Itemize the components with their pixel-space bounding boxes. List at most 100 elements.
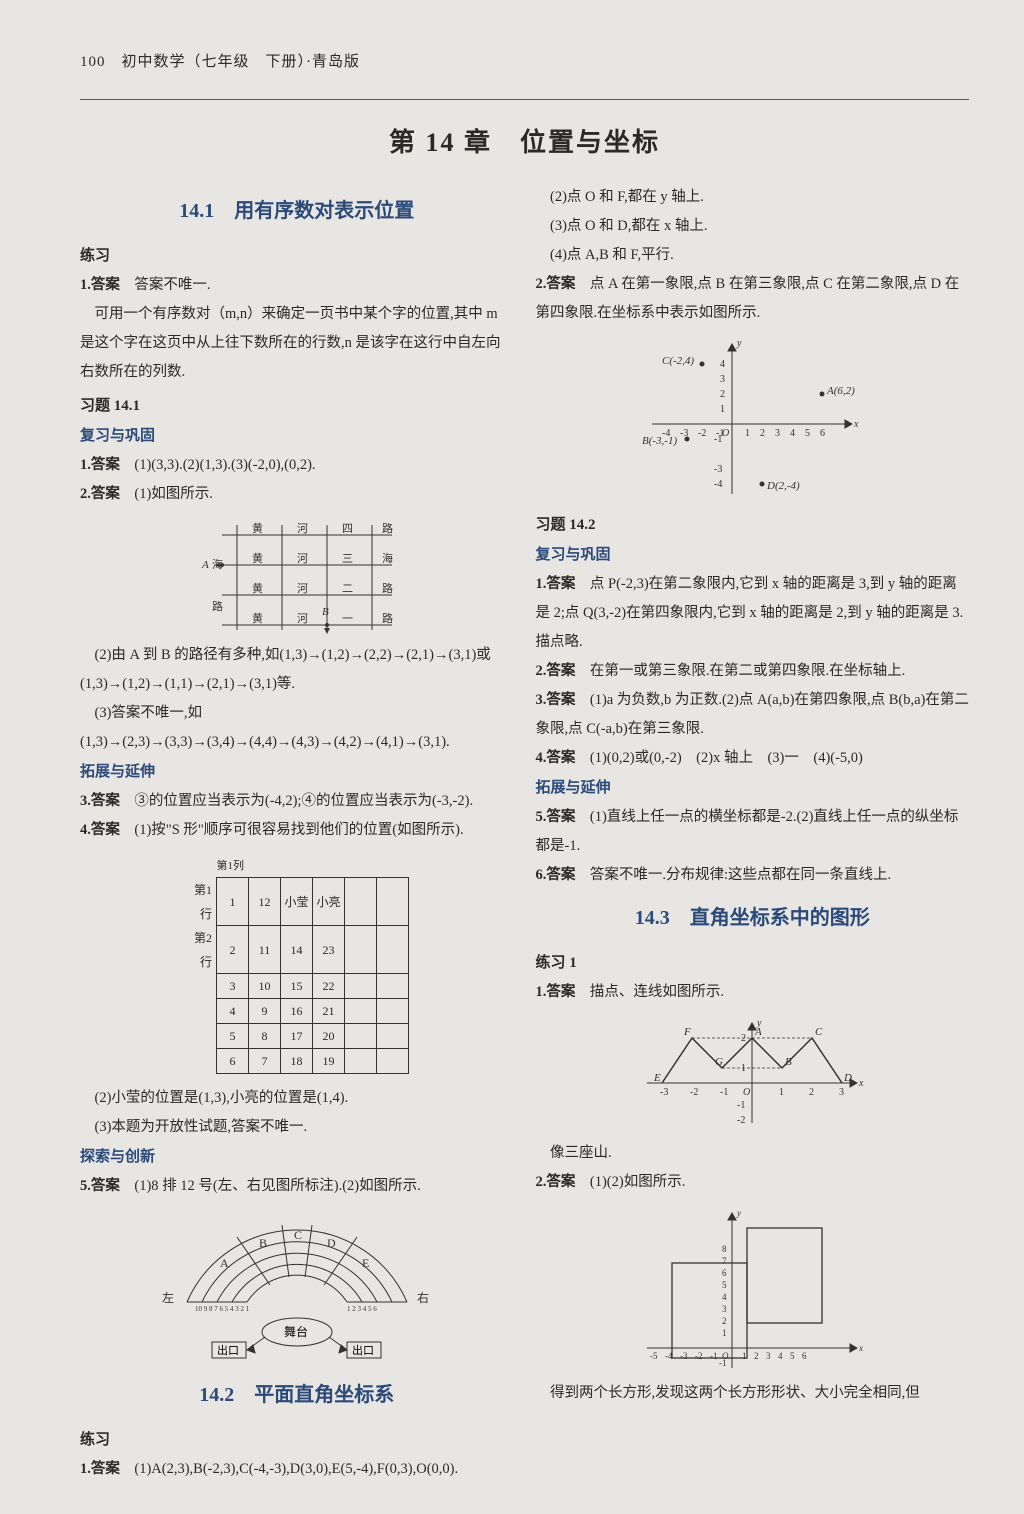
svg-text:D: D [327, 1236, 336, 1250]
svg-text:2: 2 [720, 389, 725, 400]
ans-line: 2.答案 在第一或第三象限.在第二或第四象限.在坐标轴上. [536, 657, 970, 686]
svg-text:1: 1 [742, 1351, 747, 1361]
ans-label: 1.答案 [80, 277, 120, 293]
figure-street-grid: 黄河四路 海黄河三海 A 黄河二路 路黄河一路 B [80, 515, 514, 635]
ans-label: 4.答案 [80, 822, 120, 838]
svg-text:-2: -2 [698, 428, 706, 439]
svg-text:-1: -1 [719, 1358, 727, 1368]
ans-label: 2.答案 [536, 1174, 576, 1190]
heading-tansuo: 探索与创新 [80, 1142, 514, 1172]
ans-line: 1.答案 描点、连线如图所示. [536, 978, 970, 1007]
body-text: (2)小莹的位置是(1,3),小亮的位置是(1,4). [80, 1084, 514, 1113]
svg-text:河: 河 [297, 552, 308, 565]
left-column: 14.1 用有序数对表示位置 练习 1.答案 答案不唯一. 可用一个有序数对（m… [80, 183, 514, 1484]
svg-text:2: 2 [722, 1316, 727, 1326]
heading-xiti-14-1: 习题 14.1 [80, 391, 514, 421]
svg-text:C(-2,4): C(-2,4) [662, 355, 694, 367]
heading-lianxi: 练习 1 [536, 948, 970, 978]
ans-line: 3.答案 ③的位置应当表示为(-4,2);④的位置应当表示为(-3,-2). [80, 787, 514, 816]
svg-text:x: x [858, 1078, 864, 1089]
svg-text:四: 四 [342, 523, 353, 535]
svg-text:2: 2 [760, 428, 765, 439]
heading-fuxi: 复习与巩固 [536, 540, 970, 570]
svg-text:路: 路 [382, 522, 393, 535]
body-text: (2)点 O 和 F,都在 y 轴上. [536, 183, 970, 212]
svg-text:-3: -3 [714, 464, 722, 475]
ans-text: (1)(3,3).(2)(1,3).(3)(-2,0),(0,2). [120, 457, 316, 473]
svg-text:4: 4 [720, 359, 725, 370]
ans-line: 1.答案 答案不唯一. [80, 271, 514, 300]
ans-text: ③的位置应当表示为(-4,2);④的位置应当表示为(-3,-2). [120, 793, 473, 809]
figure-coord-quadrants: x y O -4-3-2-1 123456 1234 -1-3-4 A(6,2) [536, 334, 970, 504]
svg-text:-2: -2 [737, 1115, 745, 1126]
svg-text:A: A [201, 559, 209, 571]
svg-text:4: 4 [778, 1351, 783, 1361]
svg-text:4: 4 [790, 428, 795, 439]
ans-label: 1.答案 [80, 457, 120, 473]
ans-text: (1)(0,2)或(0,-2) (2)x 轴上 (3)一 (4)(-5,0) [575, 750, 863, 766]
svg-text:5: 5 [805, 428, 810, 439]
svg-text:4: 4 [722, 1292, 727, 1302]
body-text: (2)由 A 到 B 的路径有多种,如(1,3)→(1,2)→(2,2)→(2,… [80, 641, 514, 699]
svg-text:A: A [220, 1256, 229, 1270]
figure-s-table: 第1列 第1行112小莹小亮 第2行2111423 3101522 491621… [80, 851, 514, 1078]
ans-text: (1)按"S 形"顺序可很容易找到他们的位置(如图所示). [120, 822, 464, 838]
ans-label: 5.答案 [536, 809, 576, 825]
svg-text:8: 8 [722, 1244, 727, 1254]
svg-text:-2: -2 [695, 1351, 703, 1361]
svg-text:C: C [815, 1026, 823, 1038]
section-14-3-title: 14.3 直角坐标系中的图形 [536, 898, 970, 938]
heading-tuozhan: 拓展与延伸 [536, 773, 970, 803]
ans-line: 3.答案 (1)a 为负数,b 为正数.(2)点 A(a,b)在第四象限,点 B… [536, 686, 970, 744]
section-14-1-title: 14.1 用有序数对表示位置 [80, 191, 514, 231]
ans-label: 2.答案 [536, 276, 576, 292]
svg-text:E: E [362, 1256, 369, 1270]
ans-label: 5.答案 [80, 1178, 120, 1194]
svg-text:7: 7 [722, 1256, 727, 1266]
body-text: 像三座山. [536, 1139, 970, 1168]
heading-tuozhan: 拓展与延伸 [80, 757, 514, 787]
svg-text:2: 2 [809, 1087, 814, 1098]
ans-line: 2.答案 点 A 在第一象限,点 B 在第三象限,点 C 在第二象限,点 D 在… [536, 270, 970, 328]
svg-text:1 2 3 4 5 6: 1 2 3 4 5 6 [347, 1305, 377, 1313]
ans-label: 3.答案 [536, 692, 576, 708]
body-text: 得到两个长方形,发现这两个长方形形状、大小完全相同,但 [536, 1379, 970, 1408]
svg-text:E: E [653, 1072, 661, 1084]
ans-line: 1.答案 点 P(-2,3)在第二象限内,它到 x 轴的距离是 3,到 y 轴的… [536, 570, 970, 657]
svg-text:3: 3 [722, 1304, 727, 1314]
svg-text:出口: 出口 [217, 1343, 239, 1357]
svg-text:6: 6 [820, 428, 825, 439]
svg-text:一: 一 [342, 613, 353, 625]
ans-label: 2.答案 [536, 663, 576, 679]
svg-text:A(6,2): A(6,2) [826, 385, 855, 397]
ans-line: 4.答案 (1)按"S 形"顺序可很容易找到他们的位置(如图所示). [80, 816, 514, 845]
ans-text: 答案不唯一.分布规律:这些点都在同一条直线上. [575, 867, 891, 883]
svg-text:1: 1 [745, 428, 750, 439]
heading-lianxi: 练习 [80, 1425, 514, 1455]
svg-text:D: D [843, 1072, 852, 1084]
ans-line: 5.答案 (1)直线上任一点的横坐标都是-2.(2)直线上任一点的纵坐标都是-1… [536, 803, 970, 861]
ans-text: 描点、连线如图所示. [575, 984, 724, 1000]
ans-line: 2.答案 (1)(2)如图所示. [536, 1168, 970, 1197]
svg-text:黄: 黄 [252, 611, 263, 625]
svg-text:出口: 出口 [352, 1343, 374, 1357]
svg-text:-1: -1 [710, 1351, 718, 1361]
svg-text:3: 3 [839, 1087, 844, 1098]
heading-lianxi: 练习 [80, 241, 514, 271]
heading-xiti-14-2: 习题 14.2 [536, 510, 970, 540]
svg-text:10 9 8 7 6 5 4 3 2 1: 10 9 8 7 6 5 4 3 2 1 [195, 1305, 250, 1313]
svg-text:5: 5 [722, 1280, 727, 1290]
svg-text:左: 左 [162, 1290, 174, 1305]
svg-text:D(2,-4): D(2,-4) [766, 480, 800, 492]
body-text: (3)本题为开放性试题,答案不唯一. [80, 1113, 514, 1142]
svg-text:3: 3 [766, 1351, 771, 1361]
ans-label: 4.答案 [536, 750, 576, 766]
svg-text:-4: -4 [665, 1351, 673, 1361]
svg-text:6: 6 [802, 1351, 807, 1361]
svg-text:路: 路 [382, 582, 393, 595]
svg-text:黄: 黄 [252, 551, 263, 565]
ans-label: 6.答案 [536, 867, 576, 883]
svg-text:1: 1 [741, 1063, 746, 1074]
svg-text:-1: -1 [720, 1087, 728, 1098]
ans-line: 1.答案 (1)A(2,3),B(-2,3),C(-4,-3),D(3,0),E… [80, 1455, 514, 1484]
